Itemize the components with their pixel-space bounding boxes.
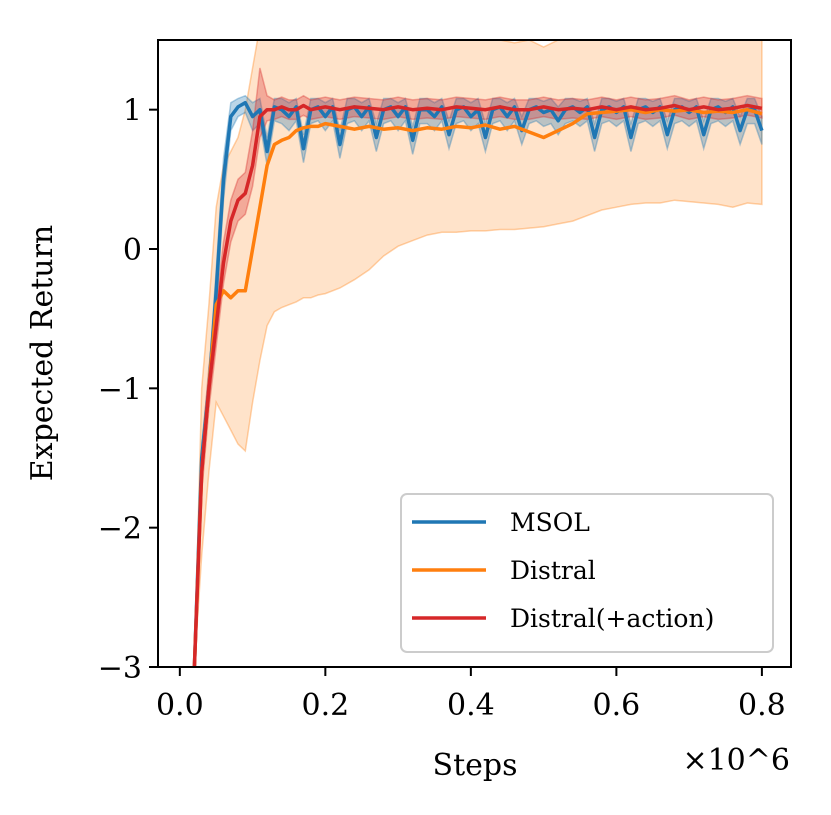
y-tick-label: −3 (98, 651, 142, 686)
x-tick-label: 0.4 (447, 688, 495, 723)
plot-frame (157, 39, 792, 668)
x-tick-label: 0.6 (593, 688, 641, 723)
x-axis: 0.0 0.2 0.4 0.6 0.8 (156, 667, 786, 723)
line-distral (192, 107, 763, 667)
line-distral-action- (192, 103, 763, 667)
y-tick-label: 1 (123, 94, 142, 129)
series-lines (192, 100, 764, 667)
y-tick-label: 0 (123, 233, 142, 268)
x-tick-label: 0.2 (301, 688, 349, 723)
legend-label: Distral(+action) (510, 604, 714, 633)
y-axis: −3 −2 −1 0 1 (98, 94, 158, 686)
x-tick-label: 0.8 (738, 688, 786, 723)
x-axis-label: Steps (433, 748, 518, 783)
legend-box (400, 493, 774, 653)
legend: MSOL Distral Distral(+action) (400, 493, 774, 653)
band-distral (193, 40, 763, 667)
legend-label: MSOL (510, 508, 590, 537)
y-tick-label: −2 (98, 512, 142, 547)
y-tick-label: −1 (98, 372, 142, 407)
x-axis-multiplier: ×10^6 (682, 743, 790, 778)
x-tick-label: 0.0 (156, 688, 204, 723)
y-axis-label: Expected Return (25, 225, 60, 482)
legend-label: Distral (510, 556, 596, 585)
